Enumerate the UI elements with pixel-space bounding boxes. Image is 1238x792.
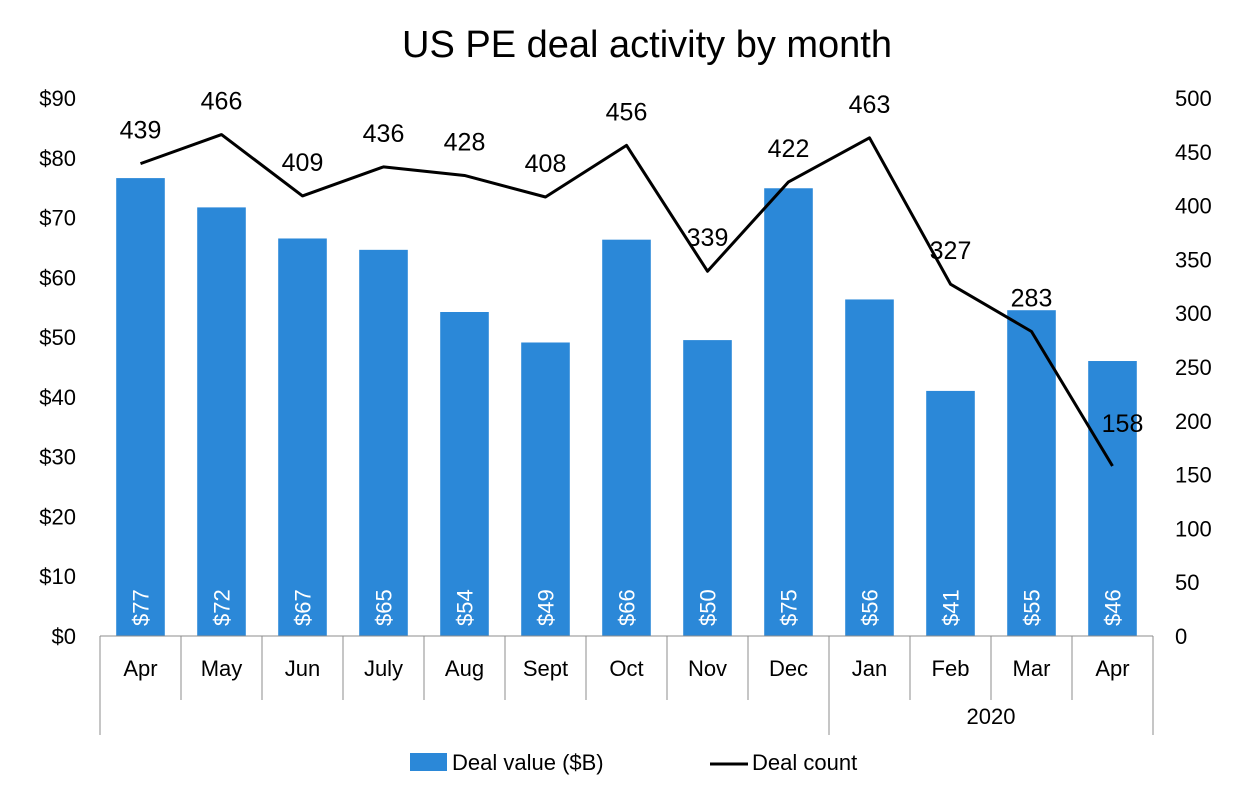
category-label: May [201, 656, 243, 681]
legend-label-deal-count: Deal count [752, 750, 857, 775]
bar-value-label: $75 [777, 589, 802, 626]
deal-count-label: 428 [444, 128, 486, 156]
deal-count-label: 283 [1011, 284, 1053, 312]
bar [1007, 310, 1056, 636]
category-label: Dec [769, 656, 808, 681]
deal-count-label: 439 [120, 117, 162, 145]
left-tick-label: $10 [39, 564, 76, 589]
right-tick-label: 350 [1175, 247, 1212, 272]
legend-label-deal-value: Deal value ($B) [452, 750, 604, 775]
left-tick-label: $70 [39, 206, 76, 231]
right-tick-label: 250 [1175, 355, 1212, 380]
chart-title: US PE deal activity by month [402, 24, 892, 66]
category-label: Feb [932, 656, 970, 681]
left-axis: $0 $10 $20 $30 $40 $50 $60 $70 $80 $90 [39, 86, 76, 649]
bar-value-label: $54 [453, 589, 478, 626]
category-label: Oct [609, 656, 643, 681]
deal-count-line [139, 133, 1114, 467]
bar [602, 239, 651, 636]
bar [764, 188, 813, 636]
bar [926, 390, 975, 636]
left-tick-label: $30 [39, 445, 76, 470]
category-label: Sept [523, 656, 568, 681]
bar-value-label: $41 [939, 589, 964, 626]
right-tick-label: 50 [1175, 570, 1199, 595]
deal-value-bars [116, 178, 1137, 637]
bar [845, 299, 894, 636]
bar-value-label: $67 [291, 589, 316, 626]
deal-count-label: 409 [282, 149, 324, 177]
left-tick-label: $0 [52, 624, 76, 649]
bar [440, 312, 489, 636]
left-tick-label: $60 [39, 265, 76, 290]
category-label: Jan [852, 656, 887, 681]
bar-value-label: $46 [1101, 589, 1126, 626]
category-label: Apr [123, 656, 157, 681]
left-tick-label: $50 [39, 325, 76, 350]
bar-value-label: $72 [210, 589, 235, 626]
x-axis: Apr May Jun July Aug Sept Oct Nov Dec Jan Feb Mar Ap… [99, 635, 1154, 735]
deal-count-label: 327 [930, 237, 972, 265]
right-tick-label: 0 [1175, 624, 1187, 649]
right-tick-label: 200 [1175, 409, 1212, 434]
left-tick-label: $80 [39, 146, 76, 171]
deal-count-polyline [139, 133, 1114, 467]
bar-value-label: $55 [1020, 589, 1045, 626]
right-tick-label: 100 [1175, 516, 1212, 541]
deal-count-label: 422 [768, 135, 810, 163]
legend-swatch-deal-value [410, 753, 447, 771]
right-tick-label: 500 [1175, 86, 1212, 111]
left-tick-label: $40 [39, 385, 76, 410]
deal-count-label: 456 [606, 98, 648, 126]
category-label: Jun [285, 656, 320, 681]
deal-count-label: 463 [849, 91, 891, 119]
bar-value-label: $56 [858, 589, 883, 626]
bar [683, 340, 732, 636]
left-tick-label: $20 [39, 504, 76, 529]
bar-value-label: $65 [372, 589, 397, 626]
right-tick-label: 300 [1175, 301, 1212, 326]
left-tick-label: $90 [39, 86, 76, 111]
right-tick-label: 400 [1175, 194, 1212, 219]
bar-value-label: $50 [696, 589, 721, 626]
bar [1088, 361, 1137, 636]
bar [116, 178, 165, 636]
deal-count-label: 339 [687, 224, 729, 252]
bar [197, 207, 246, 637]
right-axis: 0 50 100 150 200 250 300 350 400 450 500 [1175, 86, 1212, 649]
bar-value-label: $66 [615, 589, 640, 626]
category-label: Mar [1013, 656, 1051, 681]
deal-count-label: 436 [363, 120, 405, 148]
legend: Deal value ($B) Deal count [410, 750, 857, 775]
deal-count-label: 466 [201, 88, 243, 116]
bar [521, 342, 570, 636]
bar-value-label: $77 [129, 589, 154, 626]
bar-value-label: $49 [534, 589, 559, 626]
bar [278, 238, 327, 636]
right-tick-label: 150 [1175, 463, 1212, 488]
bar [359, 249, 408, 636]
deal-count-labels: 439 466 409 436 428 408 456 339 422 463 327 283 158 [120, 88, 1144, 438]
deal-count-label: 158 [1102, 410, 1144, 438]
right-tick-label: 450 [1175, 140, 1212, 165]
category-label: Aug [445, 656, 484, 681]
category-label: July [364, 656, 403, 681]
deal-count-label: 408 [525, 150, 567, 178]
category-label: Nov [688, 656, 727, 681]
category-label: Apr [1095, 656, 1129, 681]
group-label: 2020 [967, 704, 1016, 729]
deal-value-labels: $77 $72 $67 $65 $54 $49 $66 $50 $75 $56 $41 $55 $46 [129, 589, 1126, 626]
